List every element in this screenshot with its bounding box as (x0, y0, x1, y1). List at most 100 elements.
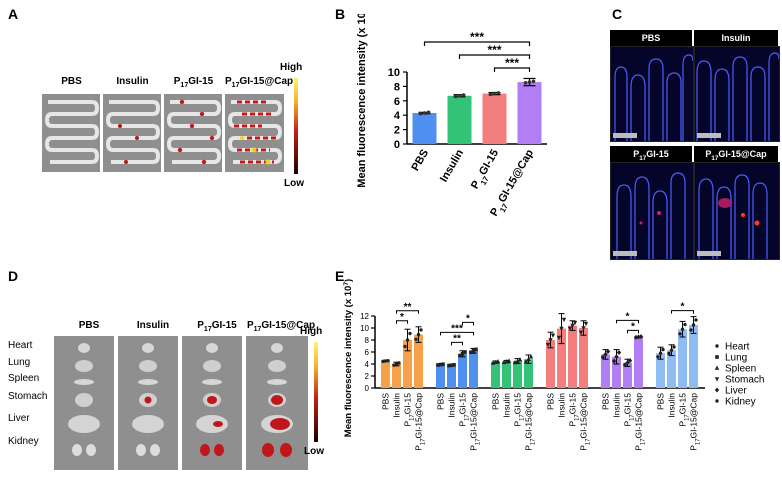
panel-e-point (528, 354, 534, 359)
panel-b-bar-2 (482, 93, 507, 144)
panel-e-ytick-label: 10 (360, 324, 369, 333)
panel-b-bar-1 (447, 95, 472, 144)
panel-e-point (603, 351, 608, 357)
panel-e-bar (623, 362, 632, 388)
panel-e-sig-bracket (396, 320, 408, 324)
panel-b-ytick-label: 2 (394, 125, 400, 137)
panel-e-point (689, 328, 693, 332)
organ-label-heart: Heart (8, 340, 33, 351)
panel-b-sig-bracket (493, 67, 531, 72)
panel-e-xtick-label: PBS (491, 393, 501, 410)
panel-e-xtick-label: P17GI-15@Cap (469, 393, 482, 451)
panel-e-point (691, 323, 696, 327)
panel-e-point (559, 326, 564, 332)
panel-e-point (458, 353, 462, 358)
panel-e-legend-label: Stomach (725, 375, 764, 386)
panel-e-point (581, 326, 586, 331)
panel-e-bar (469, 350, 478, 388)
panel-e-point (419, 328, 423, 332)
panel-e-point (625, 360, 630, 366)
panel-e-point (715, 355, 719, 359)
panel-c-title-p17gi15: P17GI-15 (610, 146, 692, 162)
panel-e-point (616, 349, 622, 355)
panel-e-xtick-label: Insulin (392, 393, 402, 418)
panel-e-point (495, 358, 501, 364)
panel-e-point (463, 350, 467, 354)
panel-e-sig-bracket (451, 341, 463, 346)
panel-e-sig-bracket (396, 310, 419, 314)
panel-d-header-2: P17GI-15 (197, 320, 237, 333)
panel-d-header-1: Insulin (136, 320, 170, 331)
panel-b-ytick-label: 4 (394, 110, 401, 122)
panel-e-legend-label: Spleen (725, 364, 756, 375)
panel-a-scale-high: High (280, 62, 303, 73)
panel-e-legend-label: Lung (725, 353, 747, 364)
panel-e-point (474, 347, 478, 352)
panel-e-point (667, 351, 671, 356)
panel-e-ytick-label: 2 (365, 372, 370, 381)
panel-b-sig-label: *** (487, 43, 501, 57)
panel-e-point (512, 359, 518, 365)
panel-a-color-scale (294, 78, 298, 174)
panel-e-point (397, 361, 401, 365)
panel-e-sig-label: * (681, 302, 685, 313)
panel-e-point (408, 331, 412, 336)
panel-b-sig-bracket (458, 54, 531, 59)
panel-e-point (545, 342, 551, 348)
panel-e-xtick-label: P17GI-15 (458, 393, 471, 427)
panel-e-bar (612, 356, 621, 388)
panel-e-bar (546, 340, 555, 388)
panel-e-sig-label: *** (451, 323, 463, 334)
panel-b-point (531, 79, 536, 84)
panel-e-point (633, 334, 639, 340)
panel-e-xtick-label: P17GI-15 (513, 393, 526, 427)
panel-a-header-1: Insulin (116, 76, 149, 87)
panel-e-point (658, 351, 663, 355)
panel-e-point (515, 358, 520, 363)
panel-b-point (492, 91, 497, 96)
panel-e-point (683, 322, 687, 327)
intestine-image-pbs (42, 94, 100, 172)
panel-b-ytick-label: 6 (394, 96, 400, 108)
panel-e-bar (458, 353, 467, 388)
panel-label-e: E (335, 268, 345, 284)
panel-e-point (556, 335, 562, 341)
panel-e-point (460, 352, 465, 356)
panel-e-point (672, 345, 676, 349)
panel-c-title-pbs: PBS (610, 30, 692, 46)
panel-e-ytick-label: 8 (365, 336, 370, 345)
panel-e-xtick-label: Insulin (612, 393, 622, 418)
panel-e-point (714, 387, 720, 393)
panel-e-ytick-label: 12 (360, 312, 369, 321)
panel-e-xtick-label: Insulin (667, 393, 677, 418)
panel-e-bar (579, 328, 588, 388)
panel-e-point (469, 350, 473, 355)
panel-e-bar (447, 365, 456, 388)
panel-b-point (418, 111, 423, 116)
panel-e-sig-bracket (671, 310, 694, 314)
panel-c-confocal: PBS Insulin P17GI-15 P17GI-15@Cap (610, 30, 780, 260)
panel-e-point (414, 337, 418, 341)
panel-d-scale-low: Low (304, 446, 324, 457)
panel-e-ylabel: Mean fluorescence intensity (x 107) (343, 279, 355, 437)
panel-e-point (578, 330, 584, 335)
panel-e-point (678, 332, 682, 336)
panel-e-bar (491, 362, 500, 388)
panel-e-bar (634, 337, 643, 388)
panel-b-point (453, 94, 458, 99)
panel-b-xtick-label-0: PBS (409, 148, 431, 174)
panel-e-sig-bracket (627, 329, 639, 334)
panel-e-point (506, 358, 512, 363)
panel-e-point (611, 358, 617, 364)
panel-e-point (438, 362, 443, 367)
panel-e-chart: 0 2 4 6 8 10 12 Mean fluorescence intensity (x … (343, 279, 765, 451)
panel-label-d: D (8, 268, 19, 284)
panel-e-bar (414, 334, 423, 388)
panel-b-point (488, 92, 493, 97)
panel-b-chart: 0 2 4 6 8 10 Mean fluorescence intensity (x 10… (356, 14, 547, 218)
panel-e-sig-label: ** (453, 333, 461, 344)
panel-e-xtick-label: P17GI-15@Cap (689, 393, 702, 451)
